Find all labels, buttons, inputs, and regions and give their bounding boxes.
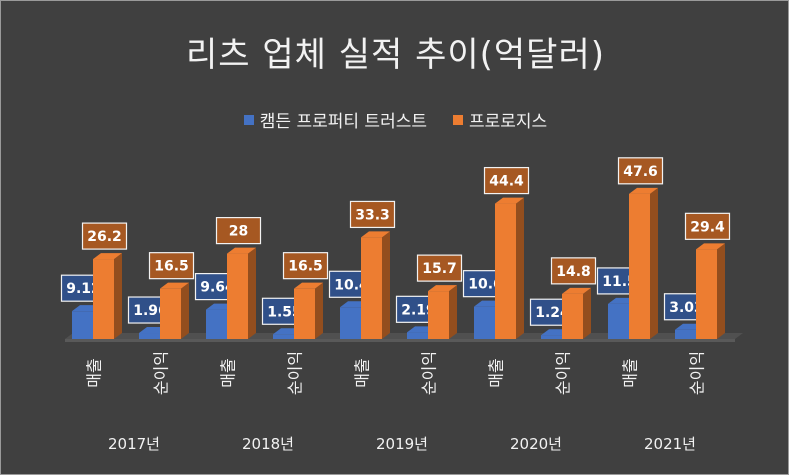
x-tick-label: 매출 — [487, 358, 506, 387]
x-tick-label: 매출 — [353, 358, 372, 387]
bar-side — [181, 282, 189, 339]
x-tick-label: 순이익 — [688, 351, 707, 395]
chart-legend: 캠든 프로퍼티 트러스트 프로로지스 — [1, 107, 788, 132]
bar-side — [650, 187, 658, 339]
year-group-label: 2018년 — [242, 435, 294, 453]
x-tick-label: 순이익 — [554, 351, 573, 395]
data-label-box — [215, 217, 262, 245]
year-group-label: 2017년 — [108, 435, 160, 453]
x-tick-label: 매출 — [85, 358, 104, 387]
bar — [72, 311, 93, 339]
bar — [227, 253, 248, 339]
bar — [206, 309, 227, 339]
bar — [675, 329, 696, 339]
bar-top — [428, 285, 457, 292]
bar — [273, 334, 294, 339]
data-label: 10.6 — [468, 277, 503, 293]
data-label-box — [81, 222, 128, 250]
bar — [608, 303, 629, 339]
data-label-box — [282, 252, 329, 280]
x-tick-label: 매출 — [219, 358, 238, 387]
legend-item-prologis: 프로로지스 — [453, 107, 547, 132]
bar — [629, 193, 650, 339]
chart-title: 리츠 업체 실적 추이(억달러) — [185, 35, 606, 75]
x-tick-label: 매출 — [621, 358, 640, 387]
data-label-box — [416, 254, 463, 282]
bar-side — [516, 197, 524, 339]
bar-side — [583, 287, 591, 339]
year-group-label: 2020년 — [510, 435, 562, 453]
data-label: 10.4 — [334, 277, 369, 293]
data-label: 16.5 — [288, 259, 323, 275]
data-label: 14.8 — [556, 264, 591, 280]
data-label-box — [684, 212, 731, 240]
bar-side — [382, 231, 390, 339]
bar — [93, 259, 114, 339]
bar — [160, 288, 181, 339]
data-label: 28 — [229, 224, 248, 240]
bar-side — [449, 285, 457, 339]
bar-top — [160, 282, 189, 289]
bar — [340, 307, 361, 339]
bar — [361, 237, 382, 339]
bar-top — [629, 187, 658, 194]
bar-side — [114, 253, 122, 339]
data-label: 16.5 — [154, 259, 189, 275]
legend-label-camden: 캠든 프로퍼티 트러스트 — [259, 112, 427, 132]
bar — [541, 335, 562, 339]
data-label: 26.2 — [87, 229, 122, 245]
legend-swatch-camden — [243, 114, 254, 125]
year-group-label: 2021년 — [644, 435, 696, 453]
x-tick-label: 순이익 — [420, 351, 439, 395]
data-label: 29.4 — [690, 219, 725, 235]
data-label: 9.64 — [200, 280, 235, 296]
bar — [428, 291, 449, 339]
chart-floor-edge — [65, 339, 735, 342]
bar-top — [495, 197, 524, 204]
data-label: 11.5 — [602, 274, 637, 290]
bar — [139, 333, 160, 339]
data-label-box — [550, 257, 597, 285]
legend-item-camden: 캠든 프로퍼티 트러스트 — [243, 107, 427, 132]
data-label-box — [148, 252, 195, 280]
bar-top — [562, 287, 591, 294]
data-label: 15.7 — [422, 261, 457, 277]
bar-side — [315, 282, 323, 339]
x-tick-label: 순이익 — [152, 351, 171, 395]
bar-top — [696, 243, 725, 250]
data-label: 2.19 — [401, 302, 436, 318]
data-label: 1.24 — [535, 305, 570, 321]
bar-top — [227, 247, 256, 254]
data-label: 1.96 — [133, 303, 168, 319]
data-label: 44.4 — [489, 174, 524, 190]
bar-side — [248, 247, 256, 339]
bar-side — [717, 243, 725, 339]
data-label: 33.3 — [355, 207, 390, 223]
bar — [474, 306, 495, 339]
data-label-box — [483, 166, 530, 195]
bar-top — [93, 253, 122, 260]
x-tick-label: 순이익 — [286, 351, 305, 395]
legend-swatch-prologis — [453, 114, 463, 125]
bar-top — [361, 231, 390, 238]
data-label: 47.6 — [623, 164, 658, 180]
bar-top — [294, 282, 323, 289]
bar — [495, 203, 516, 339]
bar — [562, 293, 583, 339]
data-label: 1.55 — [267, 304, 302, 320]
data-label: 3.03 — [669, 300, 704, 316]
data-label-box — [349, 200, 396, 229]
legend-label-prologis: 프로로지스 — [469, 112, 548, 132]
bar — [696, 249, 717, 339]
bar — [407, 332, 428, 339]
data-label-box — [617, 157, 664, 185]
bar — [294, 288, 315, 339]
year-group-label: 2019년 — [376, 435, 428, 453]
data-label: 9.12 — [66, 281, 101, 297]
